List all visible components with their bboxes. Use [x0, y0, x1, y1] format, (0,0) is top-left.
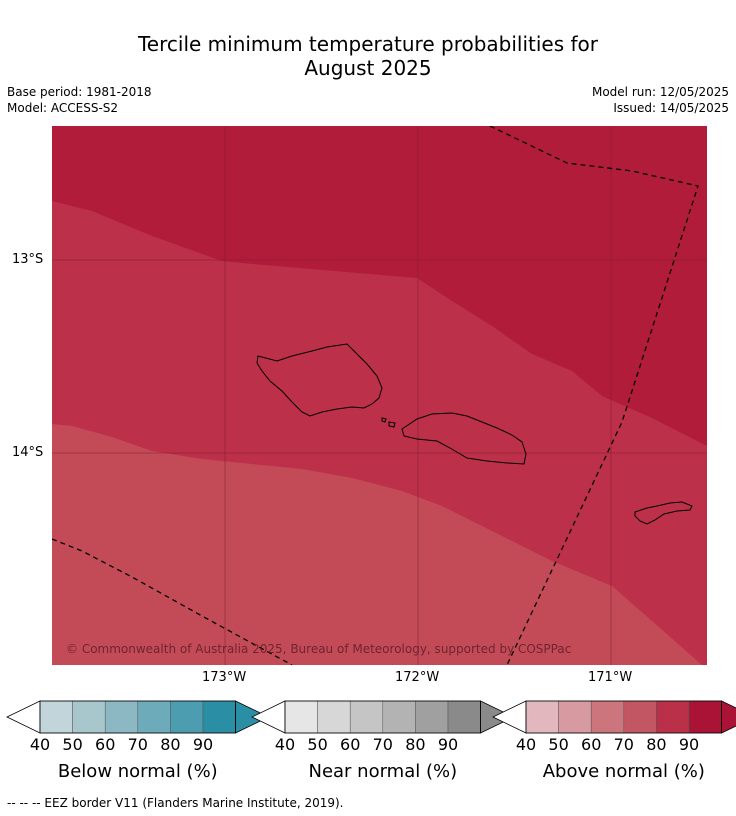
colorbar-near-segment: [284, 700, 318, 734]
apolima-island: [388, 421, 396, 428]
lon-label-172w: 172°W: [395, 670, 440, 685]
colorbar-near-outline: [284, 700, 482, 734]
graticule: [52, 126, 707, 665]
colorbar-below-segment: [39, 700, 73, 734]
eez-footer-note: -- -- -- EEZ border V11 (Flanders Marine…: [7, 796, 344, 810]
colorbar-above-segment: [590, 700, 625, 734]
colorbar-above-title: Above normal (%): [542, 761, 705, 782]
manono-island: [381, 417, 387, 423]
colorbar-below-tick-label: 80: [160, 735, 181, 754]
colorbar-above-tick-label: 40: [515, 735, 537, 754]
colorbar-near-title: Near normal (%): [308, 761, 458, 782]
colorbar-below-title: Below normal (%): [57, 761, 218, 782]
zone-above-90: [52, 126, 707, 446]
colorbar-above-tick-label: 50: [548, 735, 569, 754]
colorbar-above-tick-label: 90: [678, 735, 700, 754]
colorbar-below-segment: [170, 700, 204, 734]
colorbar-below-tick-label: 60: [95, 735, 116, 754]
colorbar-near-segment: [349, 700, 384, 734]
upolu-island: [401, 412, 527, 465]
colorbar-below-tick-label: 50: [62, 735, 83, 754]
colorbar-below-outline: [39, 700, 237, 734]
colorbar-above-under-arrow: [492, 700, 527, 734]
colorbar-above-tick-label: 60: [581, 735, 602, 754]
issued-label: Issued: 14/05/2025: [613, 101, 729, 115]
colorbar-near-segment: [317, 700, 351, 734]
eez-border: [52, 126, 699, 665]
colorbar-near-segment: [447, 700, 481, 734]
colorbar-near-tick-label: 50: [307, 735, 328, 754]
copyright-notice: © Commonwealth of Australia 2025, Bureau…: [66, 642, 571, 656]
chart-title-line1: Tercile minimum temperature probabilitie…: [137, 32, 599, 56]
colorbar-near-tick-label: 60: [340, 735, 361, 754]
colorbar-below-segment: [137, 700, 171, 734]
islands: [256, 343, 693, 525]
eez-border-east: [489, 126, 699, 665]
colorbar-near-segment: [382, 700, 416, 734]
colorbar-below-tick-label: 90: [192, 735, 214, 754]
lon-label-171w: 171°W: [588, 670, 633, 685]
chart-title-line2: August 2025: [304, 56, 432, 80]
colorbar-below-tick-label: 70: [127, 735, 148, 754]
colorbar-below-segment: [72, 700, 106, 734]
colorbar-above-segment: [558, 700, 592, 734]
colorbar-above-segment: [656, 700, 690, 734]
lat-label-14s: 14°S: [12, 445, 44, 460]
probability-map: © Commonwealth of Australia 2025, Bureau…: [52, 126, 707, 665]
colorbar-legend: [6, 700, 736, 734]
colorbar-above-over-arrow: [721, 700, 736, 734]
colorbar-above-segment: [688, 700, 722, 734]
colorbar-near-tick-label: 90: [437, 735, 459, 754]
colorbar-above-tick-label: 80: [646, 735, 667, 754]
model-run-label: Model run: 12/05/2025: [591, 85, 729, 99]
colorbar-below-tick-label: 40: [29, 735, 51, 754]
colorbar-below-segment: [104, 700, 139, 734]
colorbar-below-segment: [202, 700, 236, 734]
eez-border-west: [52, 538, 293, 665]
base-period-label: Base period: 1981-2018: [7, 85, 152, 99]
colorbar-above-segment: [525, 700, 559, 734]
savaii-island: [256, 343, 383, 417]
colorbar-near-tick-label: 70: [372, 735, 393, 754]
colorbar-near-tick-label: 40: [274, 735, 296, 754]
colorbar-near-segment: [415, 700, 449, 734]
colorbar-above-segment: [623, 700, 657, 734]
lat-label-13s: 13°S: [12, 252, 44, 267]
colorbar-near-under-arrow: [251, 700, 286, 734]
tutuila-island: [634, 501, 693, 525]
colorbar-near-tick-label: 80: [405, 735, 426, 754]
colorbar-above-tick-label: 70: [613, 735, 634, 754]
colorbar-below-under-arrow: [6, 700, 41, 734]
lon-label-173w: 173°W: [202, 670, 247, 685]
colorbar-above-outline: [525, 700, 723, 734]
model-label: Model: ACCESS-S2: [7, 101, 119, 115]
